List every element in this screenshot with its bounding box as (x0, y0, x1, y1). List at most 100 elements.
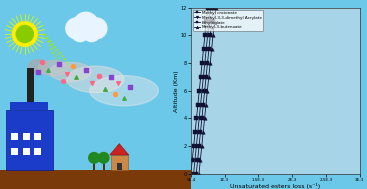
Methyl-3,3-dimethyl Acrylate (204, 48, 208, 50)
Methyl-3-butenoate (210, 48, 214, 50)
Ethyltiglate (211, 6, 215, 9)
Methyl crotonate (190, 159, 195, 161)
FancyBboxPatch shape (34, 148, 41, 155)
Ethyltiglate (205, 62, 210, 64)
Circle shape (66, 18, 87, 39)
Methyl crotonate (206, 6, 210, 9)
Point (121, 97, 127, 100)
Line: Methyl-3,3-dimethyl Acrylate: Methyl-3,3-dimethyl Acrylate (192, 6, 212, 176)
Point (35, 70, 41, 73)
Ethyltiglate (200, 117, 204, 120)
Point (112, 93, 117, 96)
Methyl crotonate (194, 117, 199, 120)
Line: Ethyltiglate: Ethyltiglate (195, 6, 215, 176)
Ellipse shape (90, 76, 159, 106)
Point (39, 61, 45, 64)
FancyBboxPatch shape (11, 148, 18, 155)
Methyl crotonate (193, 131, 197, 133)
Ellipse shape (50, 62, 92, 81)
FancyBboxPatch shape (11, 133, 18, 140)
Methyl-3,3-dimethyl Acrylate (201, 76, 206, 78)
FancyBboxPatch shape (0, 170, 191, 189)
Methyl-3-butenoate (205, 90, 210, 92)
Point (73, 76, 79, 79)
FancyBboxPatch shape (111, 155, 128, 170)
Methyl-3,3-dimethyl Acrylate (191, 173, 196, 175)
Circle shape (98, 153, 109, 163)
Ethyltiglate (198, 131, 203, 133)
Methyl crotonate (192, 145, 196, 147)
FancyBboxPatch shape (117, 163, 122, 170)
Circle shape (86, 18, 107, 39)
Methyl-3,3-dimethyl Acrylate (200, 90, 204, 92)
Methyl-3-butenoate (212, 20, 217, 22)
Ethyltiglate (196, 159, 200, 161)
Methyl-3-butenoate (198, 159, 203, 161)
Legend: Methyl crotonate, Methyl-3,3-dimethyl Acrylate, Ethyltiglate, Methyl-3-butenoate: Methyl crotonate, Methyl-3,3-dimethyl Ac… (193, 10, 263, 31)
Methyl-3,3-dimethyl Acrylate (197, 117, 201, 120)
X-axis label: Unsaturated esters loss (s⁻¹): Unsaturated esters loss (s⁻¹) (230, 184, 320, 189)
Point (70, 65, 76, 68)
Methyl-3,3-dimethyl Acrylate (194, 145, 199, 147)
Methyl-3-butenoate (207, 76, 211, 78)
Methyl-3,3-dimethyl Acrylate (206, 34, 210, 36)
FancyBboxPatch shape (103, 163, 105, 170)
Circle shape (72, 25, 89, 42)
Methyl-3,3-dimethyl Acrylate (207, 20, 211, 22)
Ethyltiglate (204, 76, 208, 78)
Line: Methyl crotonate: Methyl crotonate (189, 6, 210, 176)
Ethyltiglate (203, 90, 207, 92)
FancyBboxPatch shape (27, 68, 34, 102)
FancyBboxPatch shape (6, 110, 54, 170)
Point (127, 85, 133, 88)
Point (83, 68, 89, 71)
Point (108, 76, 114, 79)
Point (96, 74, 102, 77)
Methyl-3-butenoate (200, 145, 204, 147)
Point (115, 82, 121, 85)
Ethyltiglate (201, 103, 206, 106)
Point (45, 68, 51, 71)
Polygon shape (110, 144, 129, 155)
Y-axis label: Altitude (Km): Altitude (Km) (174, 70, 179, 112)
Methyl crotonate (196, 103, 200, 106)
Methyl crotonate (200, 62, 204, 64)
Point (56, 63, 62, 66)
Methyl crotonate (197, 90, 201, 92)
Ellipse shape (38, 60, 69, 76)
Ethyltiglate (197, 145, 201, 147)
Ethyltiglate (208, 34, 212, 36)
Methyl crotonate (189, 173, 193, 175)
Point (89, 82, 95, 85)
Methyl-3-butenoate (214, 6, 218, 9)
Ellipse shape (29, 60, 48, 73)
Point (60, 80, 66, 83)
Ethyltiglate (207, 48, 211, 50)
Methyl-3-butenoate (204, 103, 208, 106)
Ellipse shape (67, 66, 124, 93)
Point (102, 87, 108, 90)
Methyl-3,3-dimethyl Acrylate (208, 6, 212, 9)
Methyl crotonate (203, 34, 207, 36)
Line: Methyl-3-butenoate: Methyl-3-butenoate (197, 6, 218, 176)
Methyl crotonate (204, 20, 208, 22)
Circle shape (73, 12, 98, 37)
Methyl-3-butenoate (202, 117, 207, 120)
Methyl-3-butenoate (211, 34, 215, 36)
Methyl-3,3-dimethyl Acrylate (199, 103, 203, 106)
Methyl crotonate (201, 48, 206, 50)
Ethyltiglate (210, 20, 214, 22)
Circle shape (12, 22, 37, 46)
Ethyltiglate (194, 173, 199, 175)
Methyl-3,3-dimethyl Acrylate (203, 62, 207, 64)
Circle shape (83, 25, 100, 42)
Methyl-3-butenoate (208, 62, 212, 64)
Methyl-3,3-dimethyl Acrylate (196, 131, 200, 133)
Methyl-3,3-dimethyl Acrylate (193, 159, 197, 161)
Methyl-3-butenoate (201, 131, 206, 133)
Circle shape (89, 153, 99, 163)
Point (64, 72, 70, 75)
FancyBboxPatch shape (23, 133, 30, 140)
FancyBboxPatch shape (93, 163, 95, 170)
FancyBboxPatch shape (23, 148, 30, 155)
